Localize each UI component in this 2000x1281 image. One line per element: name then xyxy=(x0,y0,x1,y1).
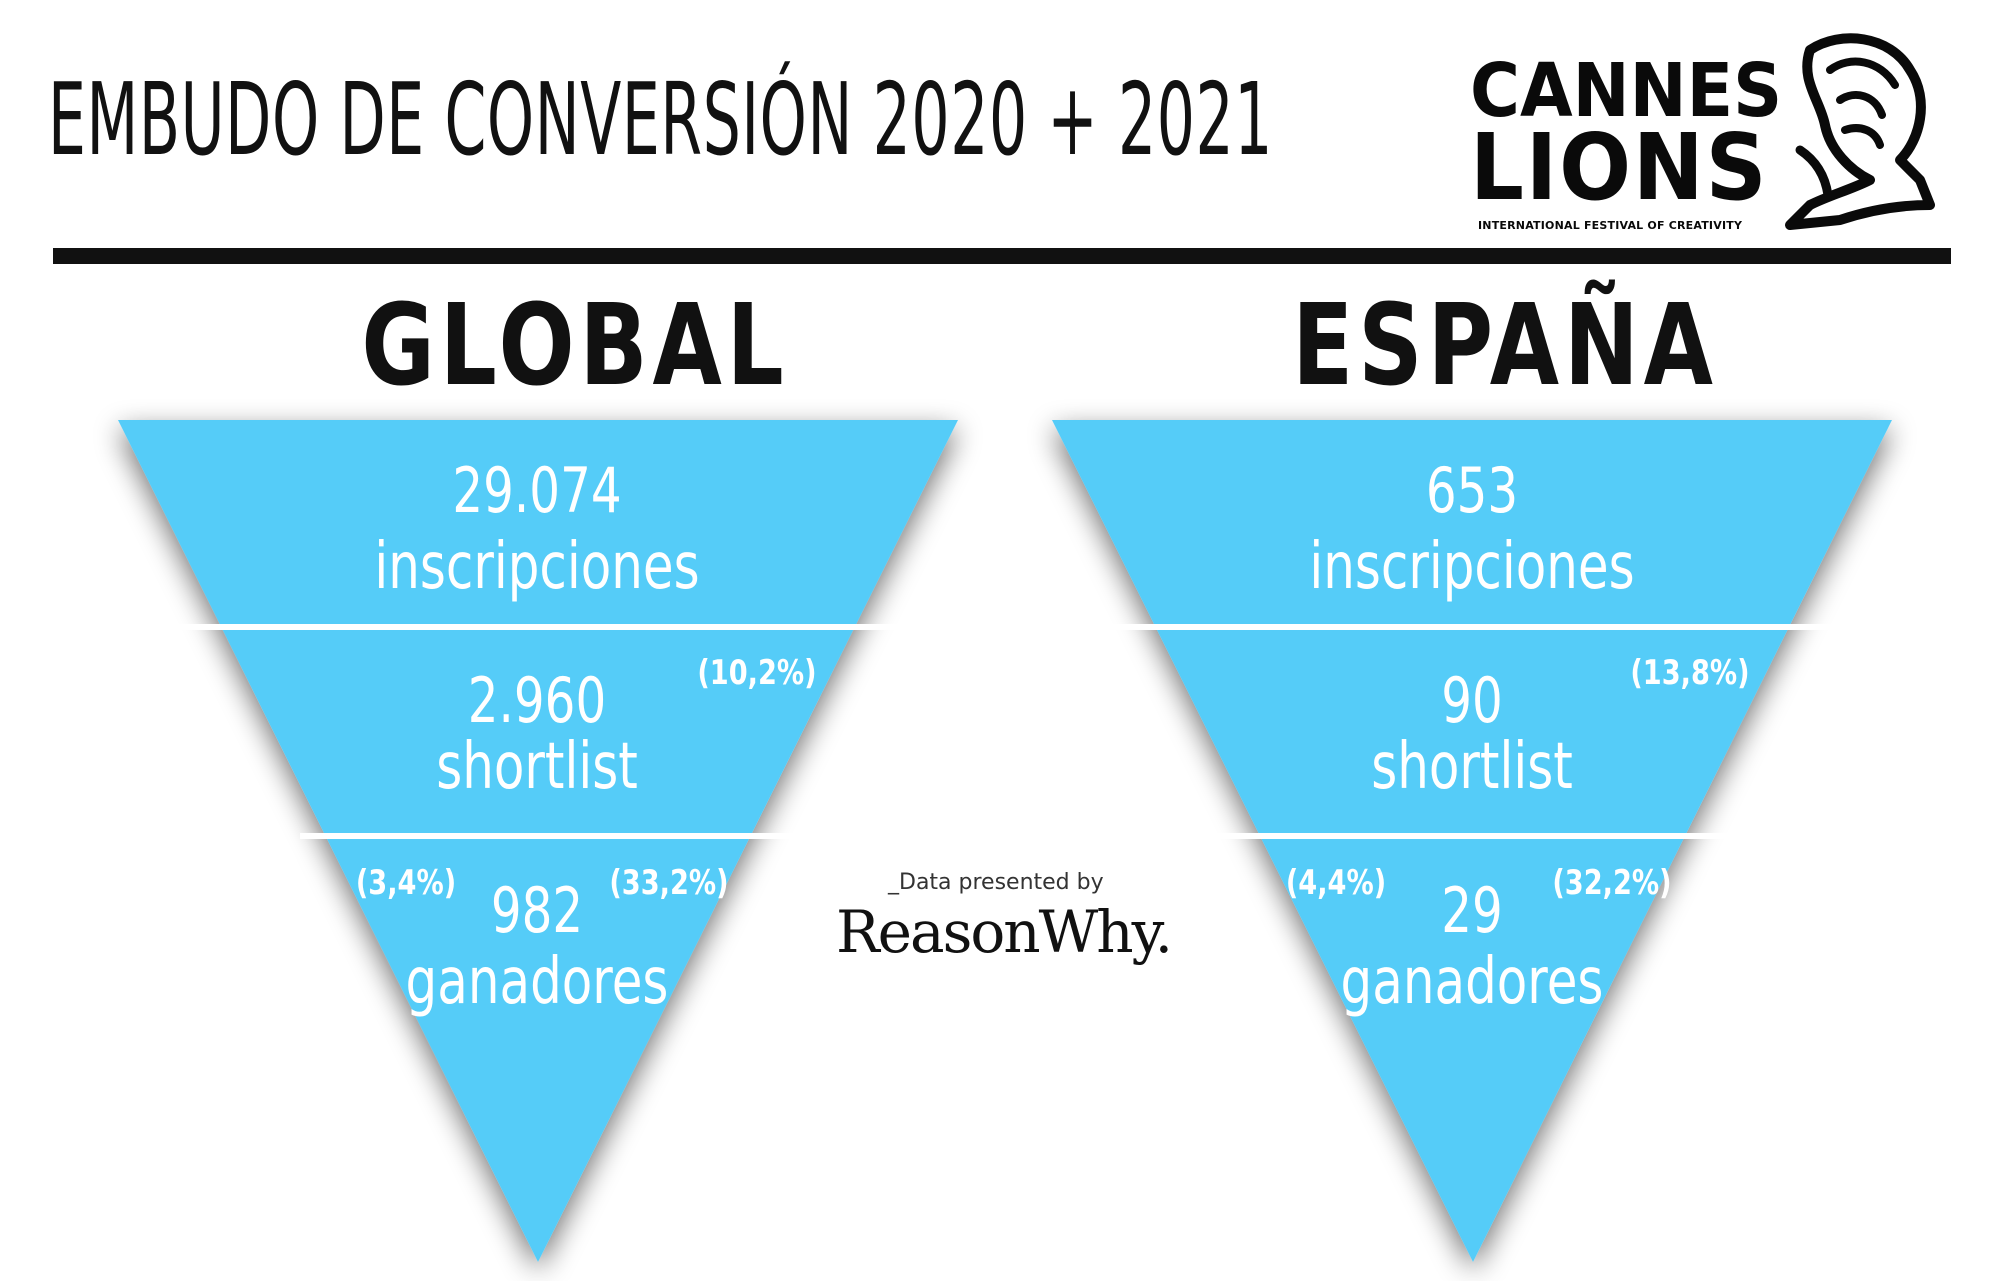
page-title: EMBUDO DE CONVERSIÓN 2020 + 2021 xyxy=(48,61,1274,178)
spain-stage3-pct-total: (4,4%) xyxy=(1285,863,1387,903)
spain-heading: ESPAÑA xyxy=(1292,281,1718,411)
global-heading: GLOBAL xyxy=(361,281,789,411)
spain-stage3-value: 29 xyxy=(1441,874,1503,947)
spain-stage2-value: 90 xyxy=(1441,664,1503,737)
spain-funnel xyxy=(1052,420,1892,1262)
spain-stage2-pct: (13,8%) xyxy=(1630,653,1750,693)
global-funnel xyxy=(118,420,958,1262)
reasonwhy-logo: ReasonWhy. xyxy=(836,898,1173,966)
logo-tagline: INTERNATIONAL FESTIVAL OF CREATIVITY xyxy=(1478,219,1743,232)
logo-line-cannes: CANNES xyxy=(1470,48,1783,134)
lion-icon xyxy=(1785,33,1935,230)
spain-stage2-label: shortlist xyxy=(1371,730,1573,804)
global-stage2-pct: (10,2%) xyxy=(697,653,817,693)
global-stage3-label: ganadores xyxy=(405,945,669,1019)
spain-stage3-label: ganadores xyxy=(1340,945,1604,1019)
global-stage3-pct-stage: (33,2%) xyxy=(609,863,729,903)
global-stage2-value: 2.960 xyxy=(467,664,607,737)
data-presented-by: _Data presented by xyxy=(888,870,1104,895)
header-divider xyxy=(53,248,1951,264)
global-stage2-label: shortlist xyxy=(436,730,638,804)
spain-stage3-pct-stage: (32,2%) xyxy=(1552,863,1672,903)
global-stage3-pct-total: (3,4%) xyxy=(355,863,457,903)
global-stage1-label: inscripciones xyxy=(374,530,700,604)
global-stage1-value: 29.074 xyxy=(452,454,622,527)
spain-stage1-label: inscripciones xyxy=(1309,530,1635,604)
logo-line-lions: LIONS xyxy=(1470,114,1769,221)
global-stage3-value: 982 xyxy=(490,874,584,947)
spain-stage1-value: 653 xyxy=(1425,454,1519,527)
cannes-lions-logo: CANNES LIONS INTERNATIONAL FESTIVAL OF C… xyxy=(1470,30,1940,232)
